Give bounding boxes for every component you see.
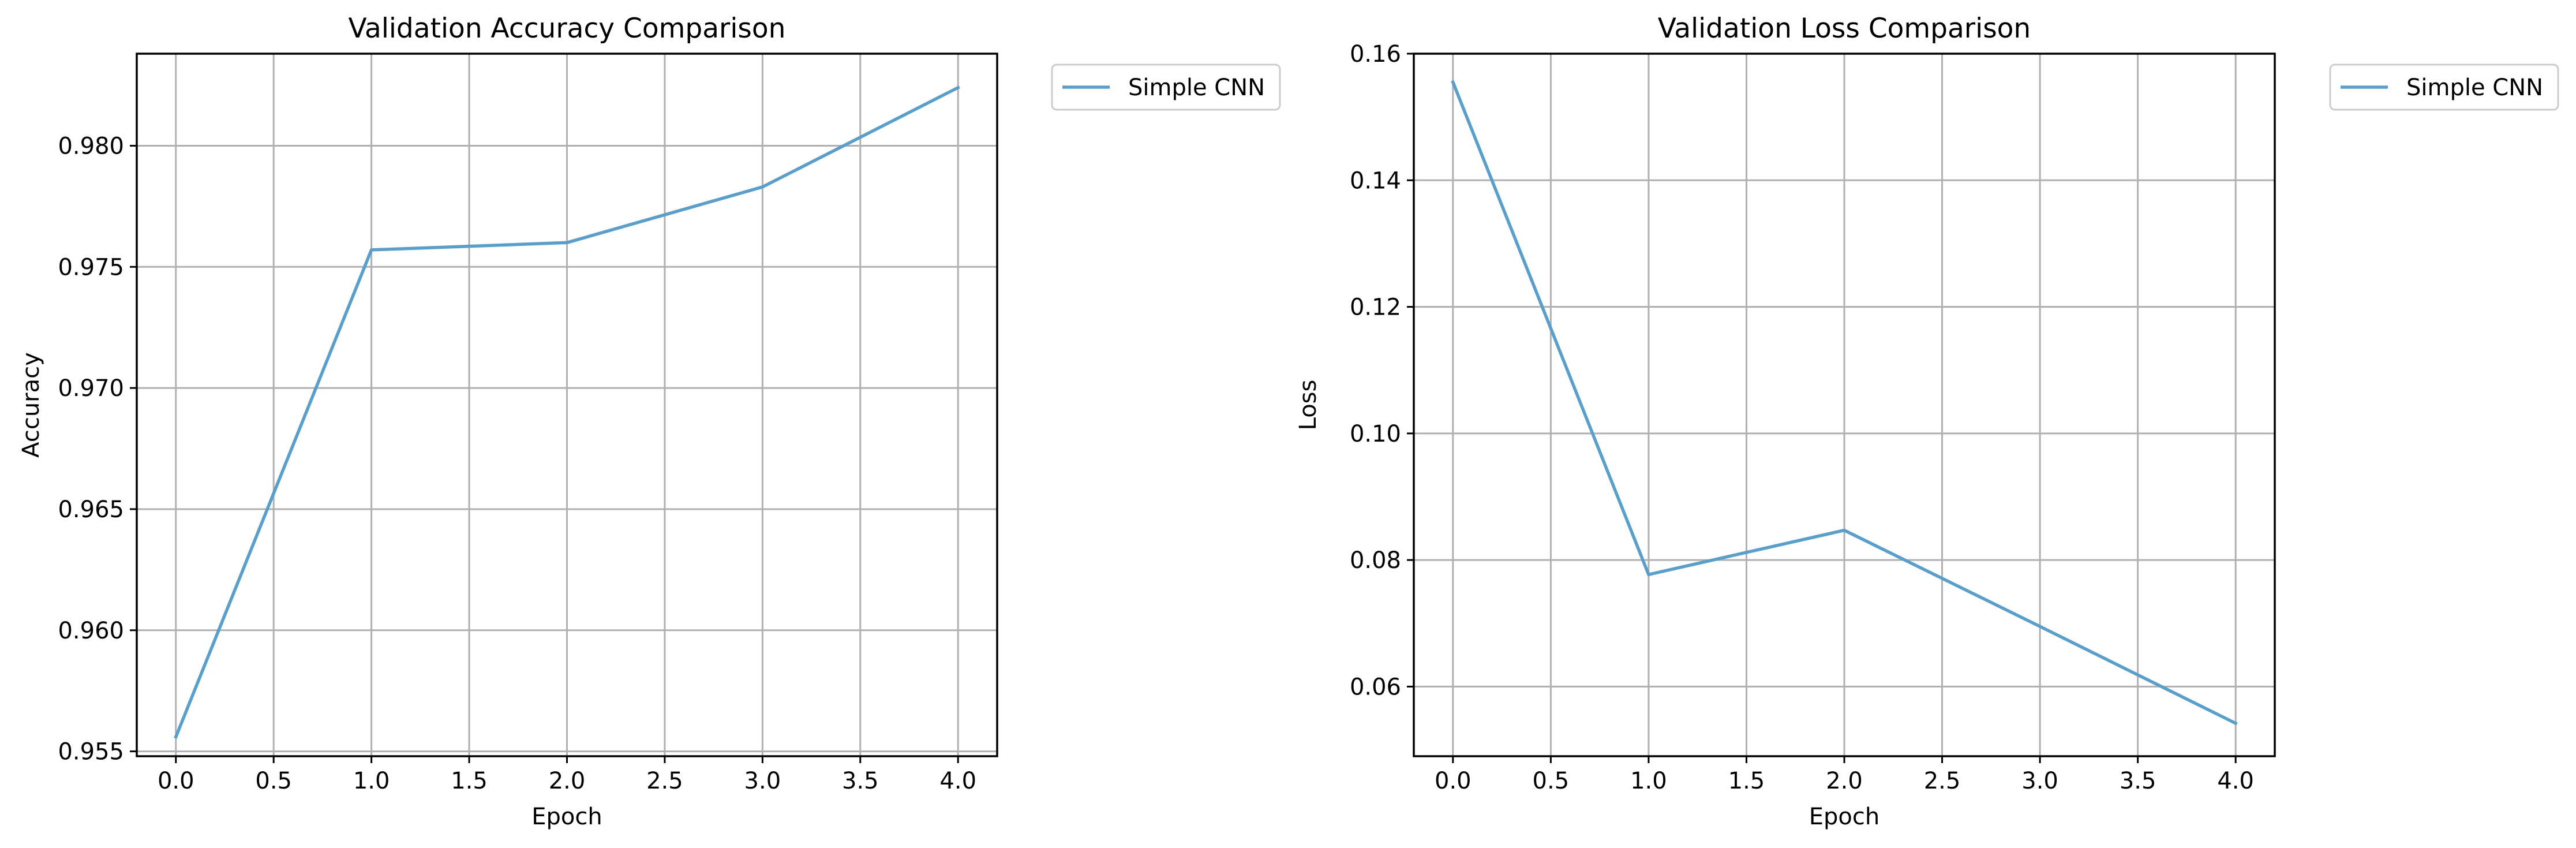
x-tick-label: 1.0: [1630, 768, 1667, 794]
y-tick-label: 0.955: [58, 739, 124, 765]
legend: Simple CNN: [2329, 63, 2559, 111]
y-tick-label: 0.980: [58, 133, 124, 159]
x-tick-label: 1.5: [451, 768, 488, 794]
x-tick-label: 1.0: [353, 768, 390, 794]
y-tick-label: 0.14: [1350, 167, 1401, 194]
y-tick-label: 0.970: [58, 375, 124, 402]
x-tick-label: 2.5: [646, 768, 683, 794]
x-tick-label: 2.0: [1826, 768, 1863, 794]
legend: Simple CNN: [1051, 63, 1281, 111]
x-tick-label: 4.0: [939, 768, 976, 794]
series-line-1: [1451, 80, 2238, 726]
legend-label: Simple CNN: [1128, 74, 1265, 101]
y-tick-label: 0.975: [58, 254, 124, 281]
chart-title: Validation Accuracy Comparison: [349, 13, 786, 44]
y-tick-label: 0.06: [1350, 674, 1401, 700]
legend-box: [2329, 63, 2559, 111]
legend-label: Simple CNN: [2406, 74, 2543, 101]
x-tick-label: 4.0: [2217, 768, 2254, 794]
y-tick-label: 0.12: [1350, 294, 1401, 321]
x-tick-label: 3.0: [744, 768, 781, 794]
x-tick-label: 3.0: [2021, 768, 2058, 794]
y-axis-label: Accuracy: [18, 352, 44, 458]
x-tick-label: 1.5: [1728, 768, 1765, 794]
x-tick-label: 2.5: [1924, 768, 1961, 794]
y-tick-label: 0.960: [58, 618, 124, 644]
y-tick-label: 0.965: [58, 496, 124, 523]
y-axis-label: Loss: [1295, 380, 1321, 431]
chart-panel-1: 0.0 0.5 1.0 1.5 2.0 2.5 3.0 3.5 4.0 0.955 0.960 0.9…: [18, 13, 1281, 830]
x-tick-label: 2.0: [549, 768, 586, 794]
x-tick-label: 0.5: [255, 768, 292, 794]
legend-box: [1051, 63, 1281, 111]
x-tick-label: 3.5: [2120, 768, 2156, 794]
x-axis-label: Epoch: [531, 804, 602, 830]
chart-panel-2: 0.0 0.5 1.0 1.5 2.0 2.5 3.0 3.5 4.0 0.06 0.08 0.10 0…: [1295, 13, 2559, 830]
x-axis-label: Epoch: [1809, 804, 1879, 830]
y-tick-label: 0.16: [1350, 41, 1401, 68]
x-tick-label: 3.5: [842, 768, 879, 794]
x-tick-label: 0.5: [1533, 768, 1570, 794]
x-tick-label: 0.0: [158, 768, 194, 794]
x-tick-label: 0.0: [1435, 768, 1472, 794]
chart-title: Validation Loss Comparison: [1658, 13, 2031, 44]
y-tick-label: 0.08: [1350, 547, 1401, 574]
y-tick-label: 0.10: [1350, 421, 1401, 447]
series-line-1: [174, 85, 960, 739]
